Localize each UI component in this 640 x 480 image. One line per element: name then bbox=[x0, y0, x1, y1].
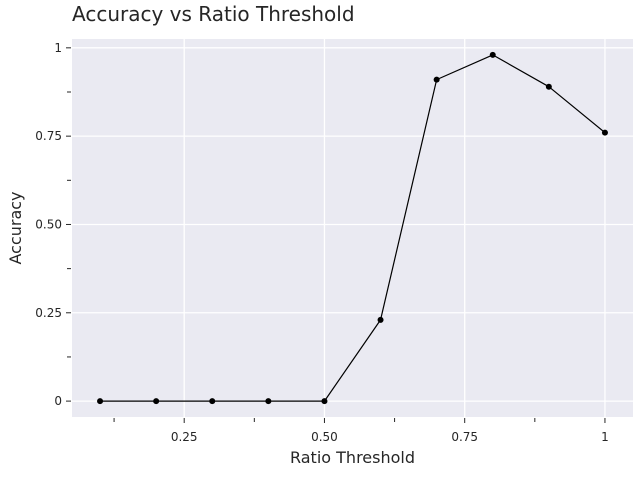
series-layer bbox=[97, 51, 608, 405]
data-point bbox=[209, 398, 216, 405]
y-axis-label: Accuracy bbox=[6, 191, 25, 264]
data-point bbox=[433, 76, 440, 83]
data-point bbox=[489, 51, 496, 58]
y-tick-label: 0.25 bbox=[35, 306, 62, 320]
x-tick-label: 0.25 bbox=[171, 430, 198, 444]
x-tick-label: 0.75 bbox=[451, 430, 478, 444]
tick-layer: 0.25 0.50 0.75 1 0 0.25 0.50 0.75 1 bbox=[35, 41, 608, 444]
plot-panel bbox=[72, 39, 633, 417]
data-point bbox=[265, 398, 272, 405]
y-tick-label: 1 bbox=[54, 41, 62, 55]
y-tick-label: 0.50 bbox=[35, 217, 62, 231]
grid-layer bbox=[72, 39, 633, 417]
series-line bbox=[100, 54, 606, 402]
x-tick-label: 0.50 bbox=[311, 430, 338, 444]
data-point bbox=[601, 129, 608, 136]
data-point bbox=[153, 398, 160, 405]
chart-title: Accuracy vs Ratio Threshold bbox=[72, 2, 355, 26]
x-axis-label: Ratio Threshold bbox=[290, 448, 415, 467]
data-point bbox=[545, 83, 552, 90]
data-point bbox=[321, 398, 328, 405]
y-tick-label: 0.75 bbox=[35, 129, 62, 143]
data-point bbox=[377, 316, 384, 323]
y-tick-label: 0 bbox=[54, 394, 62, 408]
data-point bbox=[97, 398, 104, 405]
x-tick-label: 1 bbox=[601, 430, 609, 444]
